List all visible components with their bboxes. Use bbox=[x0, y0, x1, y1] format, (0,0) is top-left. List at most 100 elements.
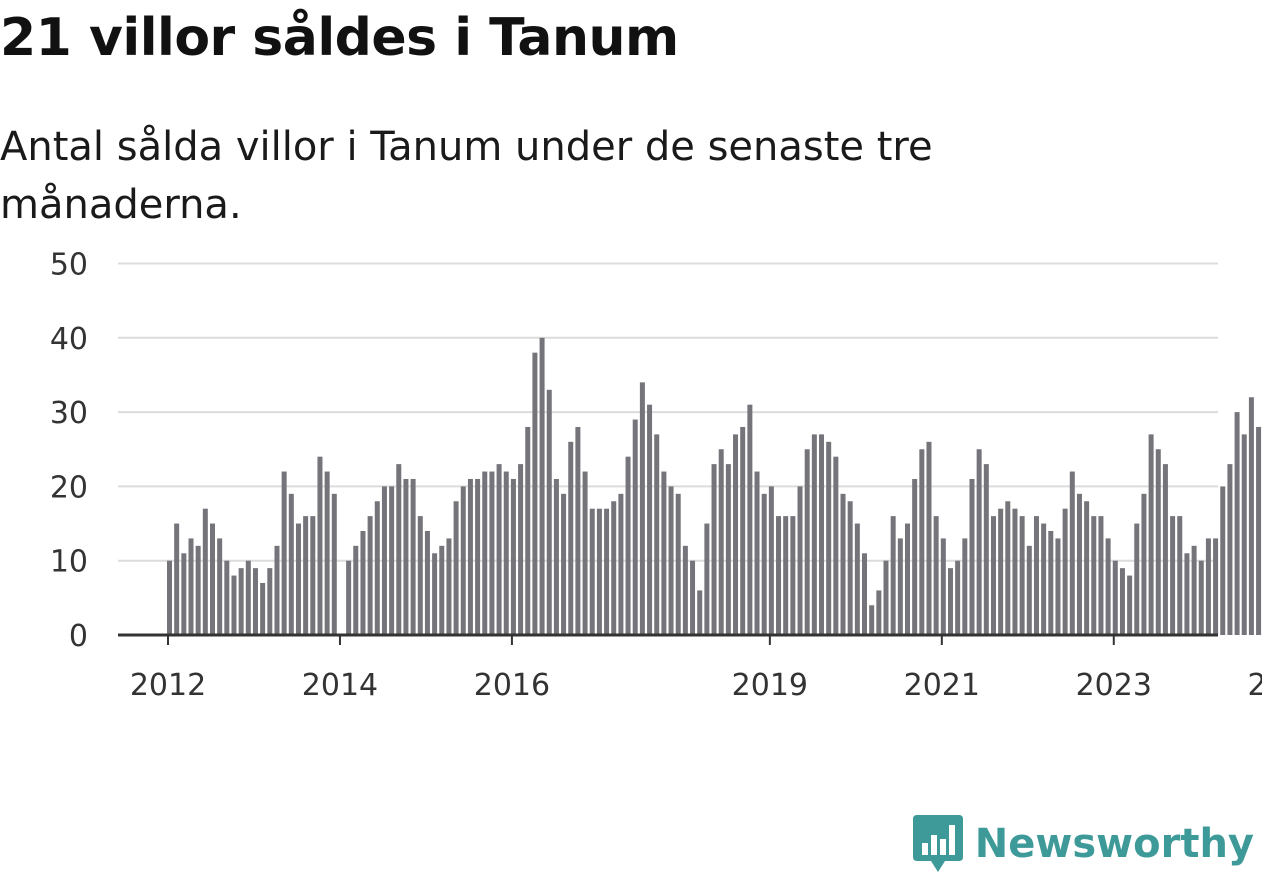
bar bbox=[503, 471, 509, 635]
bar bbox=[424, 530, 430, 635]
bar bbox=[188, 538, 194, 635]
bar bbox=[589, 508, 595, 635]
bar bbox=[897, 538, 903, 635]
bar bbox=[690, 560, 696, 635]
bar bbox=[1127, 575, 1133, 635]
bar-chart: 0 10 20 30 40 50 2012 2014 2016 2019 2021 2023 2025… bbox=[50, 248, 1262, 704]
bar bbox=[1055, 538, 1061, 635]
bar bbox=[912, 478, 918, 635]
bar bbox=[346, 560, 352, 635]
bar bbox=[374, 501, 380, 635]
bar bbox=[553, 478, 559, 635]
bar bbox=[1220, 486, 1226, 635]
bar bbox=[933, 516, 939, 635]
bar bbox=[704, 523, 710, 635]
bar bbox=[260, 582, 266, 635]
bar bbox=[1119, 568, 1125, 635]
bar bbox=[725, 464, 731, 635]
bar bbox=[224, 560, 230, 635]
bar bbox=[231, 575, 237, 635]
bar bbox=[1141, 493, 1147, 635]
bar bbox=[1198, 560, 1204, 635]
bar bbox=[625, 456, 631, 635]
bar bbox=[668, 486, 674, 635]
bar bbox=[303, 516, 309, 635]
bar bbox=[367, 516, 373, 635]
brand-name: Newsworthy bbox=[974, 821, 1254, 867]
bar bbox=[195, 545, 201, 635]
bar bbox=[854, 523, 860, 635]
bar bbox=[1105, 538, 1111, 635]
bar bbox=[518, 464, 524, 635]
bar bbox=[174, 523, 180, 635]
bar bbox=[1098, 516, 1104, 635]
bar bbox=[869, 605, 875, 635]
bar bbox=[711, 464, 717, 635]
bar bbox=[833, 456, 839, 635]
bar bbox=[446, 538, 452, 635]
bar bbox=[217, 538, 223, 635]
bar bbox=[776, 516, 782, 635]
bar bbox=[639, 382, 645, 635]
bar bbox=[661, 471, 667, 635]
bar bbox=[1191, 545, 1197, 635]
bar bbox=[510, 478, 516, 635]
bar bbox=[202, 508, 208, 635]
bar bbox=[167, 560, 172, 635]
bar bbox=[381, 486, 387, 635]
bar bbox=[324, 471, 330, 635]
bar bbox=[890, 516, 896, 635]
bar bbox=[611, 501, 617, 635]
bar bbox=[1091, 516, 1097, 635]
bar bbox=[1227, 464, 1233, 635]
bar bbox=[876, 590, 882, 635]
bar bbox=[733, 434, 739, 635]
bar bbox=[1213, 538, 1219, 635]
x-axis: 2012 2014 2016 2019 2021 2023 2025 bbox=[118, 633, 1262, 703]
bar bbox=[919, 449, 925, 635]
bar bbox=[675, 493, 681, 635]
bar bbox=[417, 516, 423, 635]
bar bbox=[1084, 501, 1090, 635]
y-tick-label: 40 bbox=[50, 322, 88, 357]
bar bbox=[288, 493, 294, 635]
bar bbox=[632, 419, 638, 635]
bar bbox=[1026, 545, 1032, 635]
y-tick-label: 30 bbox=[50, 396, 88, 431]
bar bbox=[396, 464, 402, 635]
bar bbox=[295, 523, 301, 635]
bar bbox=[647, 404, 653, 635]
y-axis: 0 10 20 30 40 50 bbox=[50, 248, 88, 655]
bar bbox=[840, 493, 846, 635]
bar bbox=[783, 516, 789, 635]
y-tick-label: 10 bbox=[50, 545, 88, 580]
bar bbox=[1041, 523, 1047, 635]
bar bbox=[1019, 516, 1025, 635]
bar bbox=[604, 508, 610, 635]
bar bbox=[1241, 434, 1247, 635]
bar bbox=[1248, 397, 1254, 635]
bar bbox=[467, 478, 473, 635]
bar bbox=[962, 538, 968, 635]
bar bbox=[990, 516, 996, 635]
bar-chart-speech-icon bbox=[912, 815, 963, 872]
bar bbox=[360, 530, 366, 635]
bar bbox=[181, 553, 187, 635]
bar bbox=[1134, 523, 1140, 635]
bar bbox=[582, 471, 588, 635]
bar bbox=[1012, 508, 1018, 635]
bar bbox=[754, 471, 760, 635]
bar bbox=[697, 590, 703, 635]
newsworthy-logo: Newsworthy bbox=[912, 815, 1254, 873]
chart-title: 21 villor såldes i Tanum bbox=[0, 8, 679, 68]
bar bbox=[819, 434, 825, 635]
bar bbox=[682, 545, 688, 635]
bar bbox=[410, 478, 416, 635]
bar bbox=[955, 560, 961, 635]
bar bbox=[596, 508, 602, 635]
bar bbox=[432, 553, 438, 635]
bar bbox=[768, 486, 774, 635]
bar bbox=[983, 464, 989, 635]
chart-subtitle: Antal sålda villor i Tanum under de sena… bbox=[0, 124, 933, 228]
bar bbox=[475, 478, 481, 635]
